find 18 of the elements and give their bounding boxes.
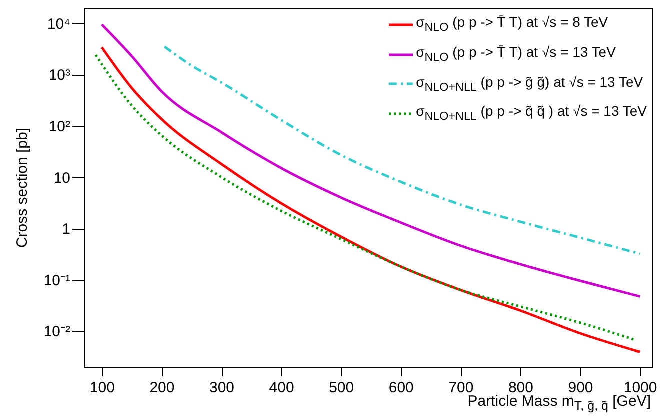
x-tick-label: 500	[329, 380, 354, 396]
y-tick-label: 1	[62, 221, 70, 238]
y-tick-label: 10³	[48, 67, 70, 84]
y-tick-label: 10	[54, 170, 70, 187]
legend-label: σ$_{NLO}$ (p p -> T̄ T) at √s = 8 TeV	[416, 13, 608, 36]
x-tick-label: 600	[388, 380, 414, 396]
legend-label: σ$_{NLO+NLL}$ (p p -> g̃ g̃) at √s = 13 TeV	[416, 72, 644, 96]
x-tick-label: 300	[210, 380, 235, 396]
y-tick-label: 10²	[48, 118, 70, 136]
y-tick-label: 10⁴	[47, 16, 70, 33]
legend-label: σ$_{NLO}$ (p p -> T̄ T) at √s = 13 TeV	[416, 42, 616, 66]
legend-label: σ$_{NLO+NLL}$ (p p -> q̃ q̃ ) at √s = 13 TeV	[416, 102, 647, 126]
x-tick-label: 200	[150, 380, 175, 396]
x-tick-label: 100	[90, 380, 115, 396]
x-tick-label: 400	[269, 380, 294, 396]
y-axis-title: Cross section [pb]	[14, 128, 31, 248]
y-tick-label: 10⁻²	[44, 324, 70, 341]
y-tick-label: 10⁻¹	[44, 272, 70, 290]
